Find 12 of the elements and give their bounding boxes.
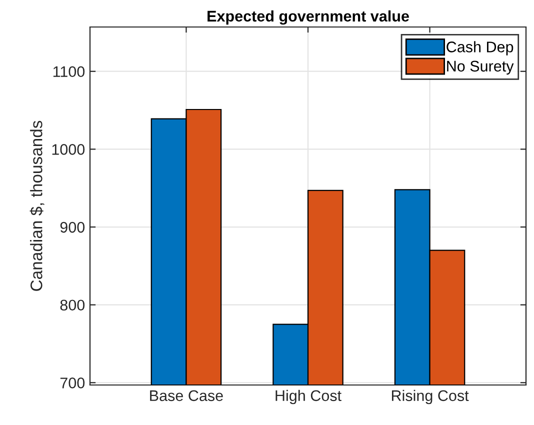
y-tick-label: 800 — [60, 300, 85, 311]
y-tick-label: 1000 — [52, 144, 85, 155]
chart-title: Expected government value — [208, 10, 409, 25]
y-tick-label: 900 — [60, 222, 85, 233]
legend-label: Cash Dep — [446, 41, 514, 56]
x-tick-label: Base Case — [150, 390, 223, 402]
x-tick-label: High Cost — [276, 390, 342, 404]
y-axis-title: Canadian $, thousands — [30, 120, 44, 291]
legend-label: No Surety — [447, 60, 514, 75]
y-tick-label: 700 — [60, 378, 85, 388]
y-tick-label: 1100 — [53, 66, 85, 78]
x-tick-label: Rising Cost — [392, 390, 469, 404]
